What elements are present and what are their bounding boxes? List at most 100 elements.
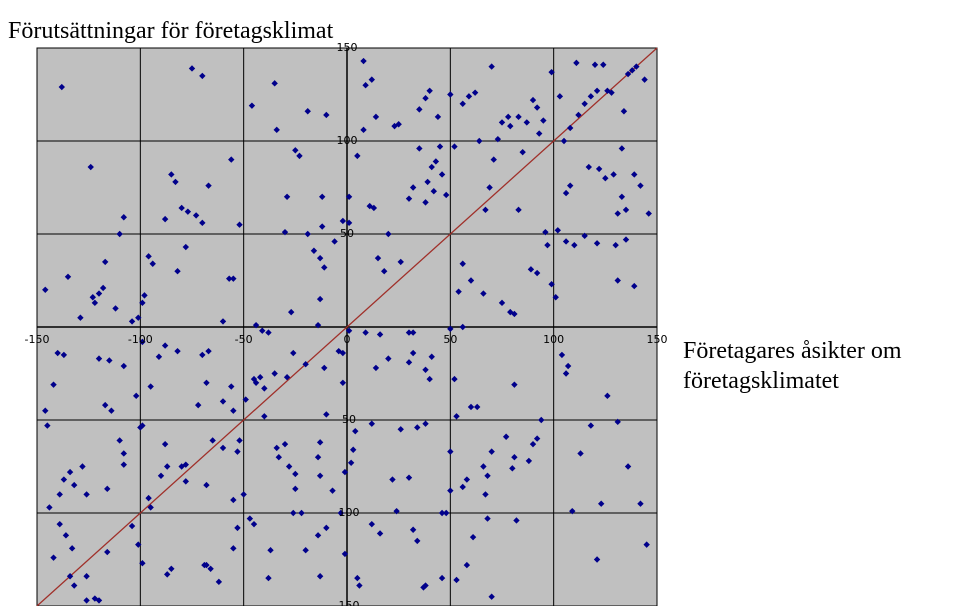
data-point <box>203 481 210 489</box>
data-point <box>50 554 57 561</box>
data-point <box>552 294 559 301</box>
data-point <box>62 532 70 539</box>
data-point <box>515 113 522 121</box>
data-point <box>513 517 520 524</box>
data-point <box>562 238 570 245</box>
data-point <box>438 574 446 582</box>
data-point <box>447 325 454 333</box>
data-point <box>620 108 628 115</box>
reference-line <box>36 47 658 606</box>
data-point <box>310 247 318 254</box>
data-point <box>614 277 621 284</box>
data-point <box>104 548 111 556</box>
data-point <box>128 318 136 325</box>
data-point <box>567 182 574 189</box>
data-point <box>414 537 421 545</box>
data-point <box>168 565 175 572</box>
x-axis-label: Företagares åsikter om företagsklimatet <box>683 338 902 394</box>
data-point <box>199 72 206 80</box>
data-point <box>376 530 384 537</box>
data-point <box>498 119 506 126</box>
data-point <box>316 439 324 446</box>
data-point <box>172 178 179 186</box>
y-tick-label: -50 <box>338 413 356 426</box>
data-point <box>314 321 322 329</box>
data-point <box>128 522 136 530</box>
data-point <box>347 459 355 466</box>
data-point <box>184 208 192 215</box>
data-point <box>465 93 473 100</box>
data-point <box>108 407 115 414</box>
data-point <box>527 266 535 273</box>
data-point <box>474 403 481 411</box>
data-point <box>331 238 338 245</box>
data-point <box>502 433 510 440</box>
data-point <box>544 241 551 249</box>
data-point <box>281 228 289 236</box>
data-point <box>135 541 142 548</box>
x-tick-label: 100 <box>543 333 564 346</box>
data-point <box>595 165 603 173</box>
data-point <box>505 113 512 121</box>
data-point <box>422 199 429 206</box>
data-point <box>236 221 243 228</box>
data-point <box>261 413 268 420</box>
data-point <box>360 57 367 65</box>
data-point <box>600 61 607 68</box>
data-point <box>188 65 196 72</box>
data-point <box>95 597 103 604</box>
data-point <box>87 163 94 171</box>
data-point <box>319 193 326 200</box>
data-point <box>314 454 322 461</box>
data-point <box>637 500 644 507</box>
data-point <box>337 509 344 517</box>
data-point <box>292 147 299 154</box>
data-point <box>451 375 458 383</box>
data-point <box>314 532 322 539</box>
data-point <box>133 392 140 400</box>
data-point <box>209 437 216 444</box>
data-point <box>509 465 516 472</box>
data-point <box>405 195 413 202</box>
data-point <box>71 582 78 589</box>
data-point <box>548 281 555 288</box>
data-point <box>447 487 454 494</box>
data-point <box>339 217 347 225</box>
data-point <box>484 472 491 479</box>
data-point <box>488 448 495 455</box>
data-point <box>161 342 169 349</box>
data-point <box>139 560 146 567</box>
data-point <box>230 545 237 552</box>
data-point <box>283 374 291 381</box>
data-point <box>405 359 413 366</box>
data-point <box>368 420 375 427</box>
data-point <box>195 401 202 409</box>
data-point <box>261 385 268 392</box>
data-point <box>591 61 599 68</box>
data-point <box>533 435 541 442</box>
data-point <box>593 87 601 94</box>
data-point <box>316 254 324 262</box>
data-point <box>321 264 328 271</box>
data-point <box>476 137 483 145</box>
data-point <box>292 470 299 478</box>
data-point <box>536 130 543 137</box>
data-point <box>604 87 611 94</box>
data-point <box>447 448 454 455</box>
data-point <box>529 96 537 104</box>
data-point <box>593 240 601 247</box>
data-point <box>548 68 555 76</box>
data-point <box>302 361 309 368</box>
data-point <box>480 290 487 297</box>
data-point <box>141 292 148 299</box>
data-point <box>422 420 429 427</box>
data-point <box>50 381 57 388</box>
data-point <box>540 117 547 124</box>
data-point <box>463 561 471 569</box>
data-point <box>368 76 375 83</box>
data-point <box>593 556 601 563</box>
data-point <box>467 403 475 411</box>
data-point <box>219 444 227 452</box>
data-point <box>356 582 363 589</box>
